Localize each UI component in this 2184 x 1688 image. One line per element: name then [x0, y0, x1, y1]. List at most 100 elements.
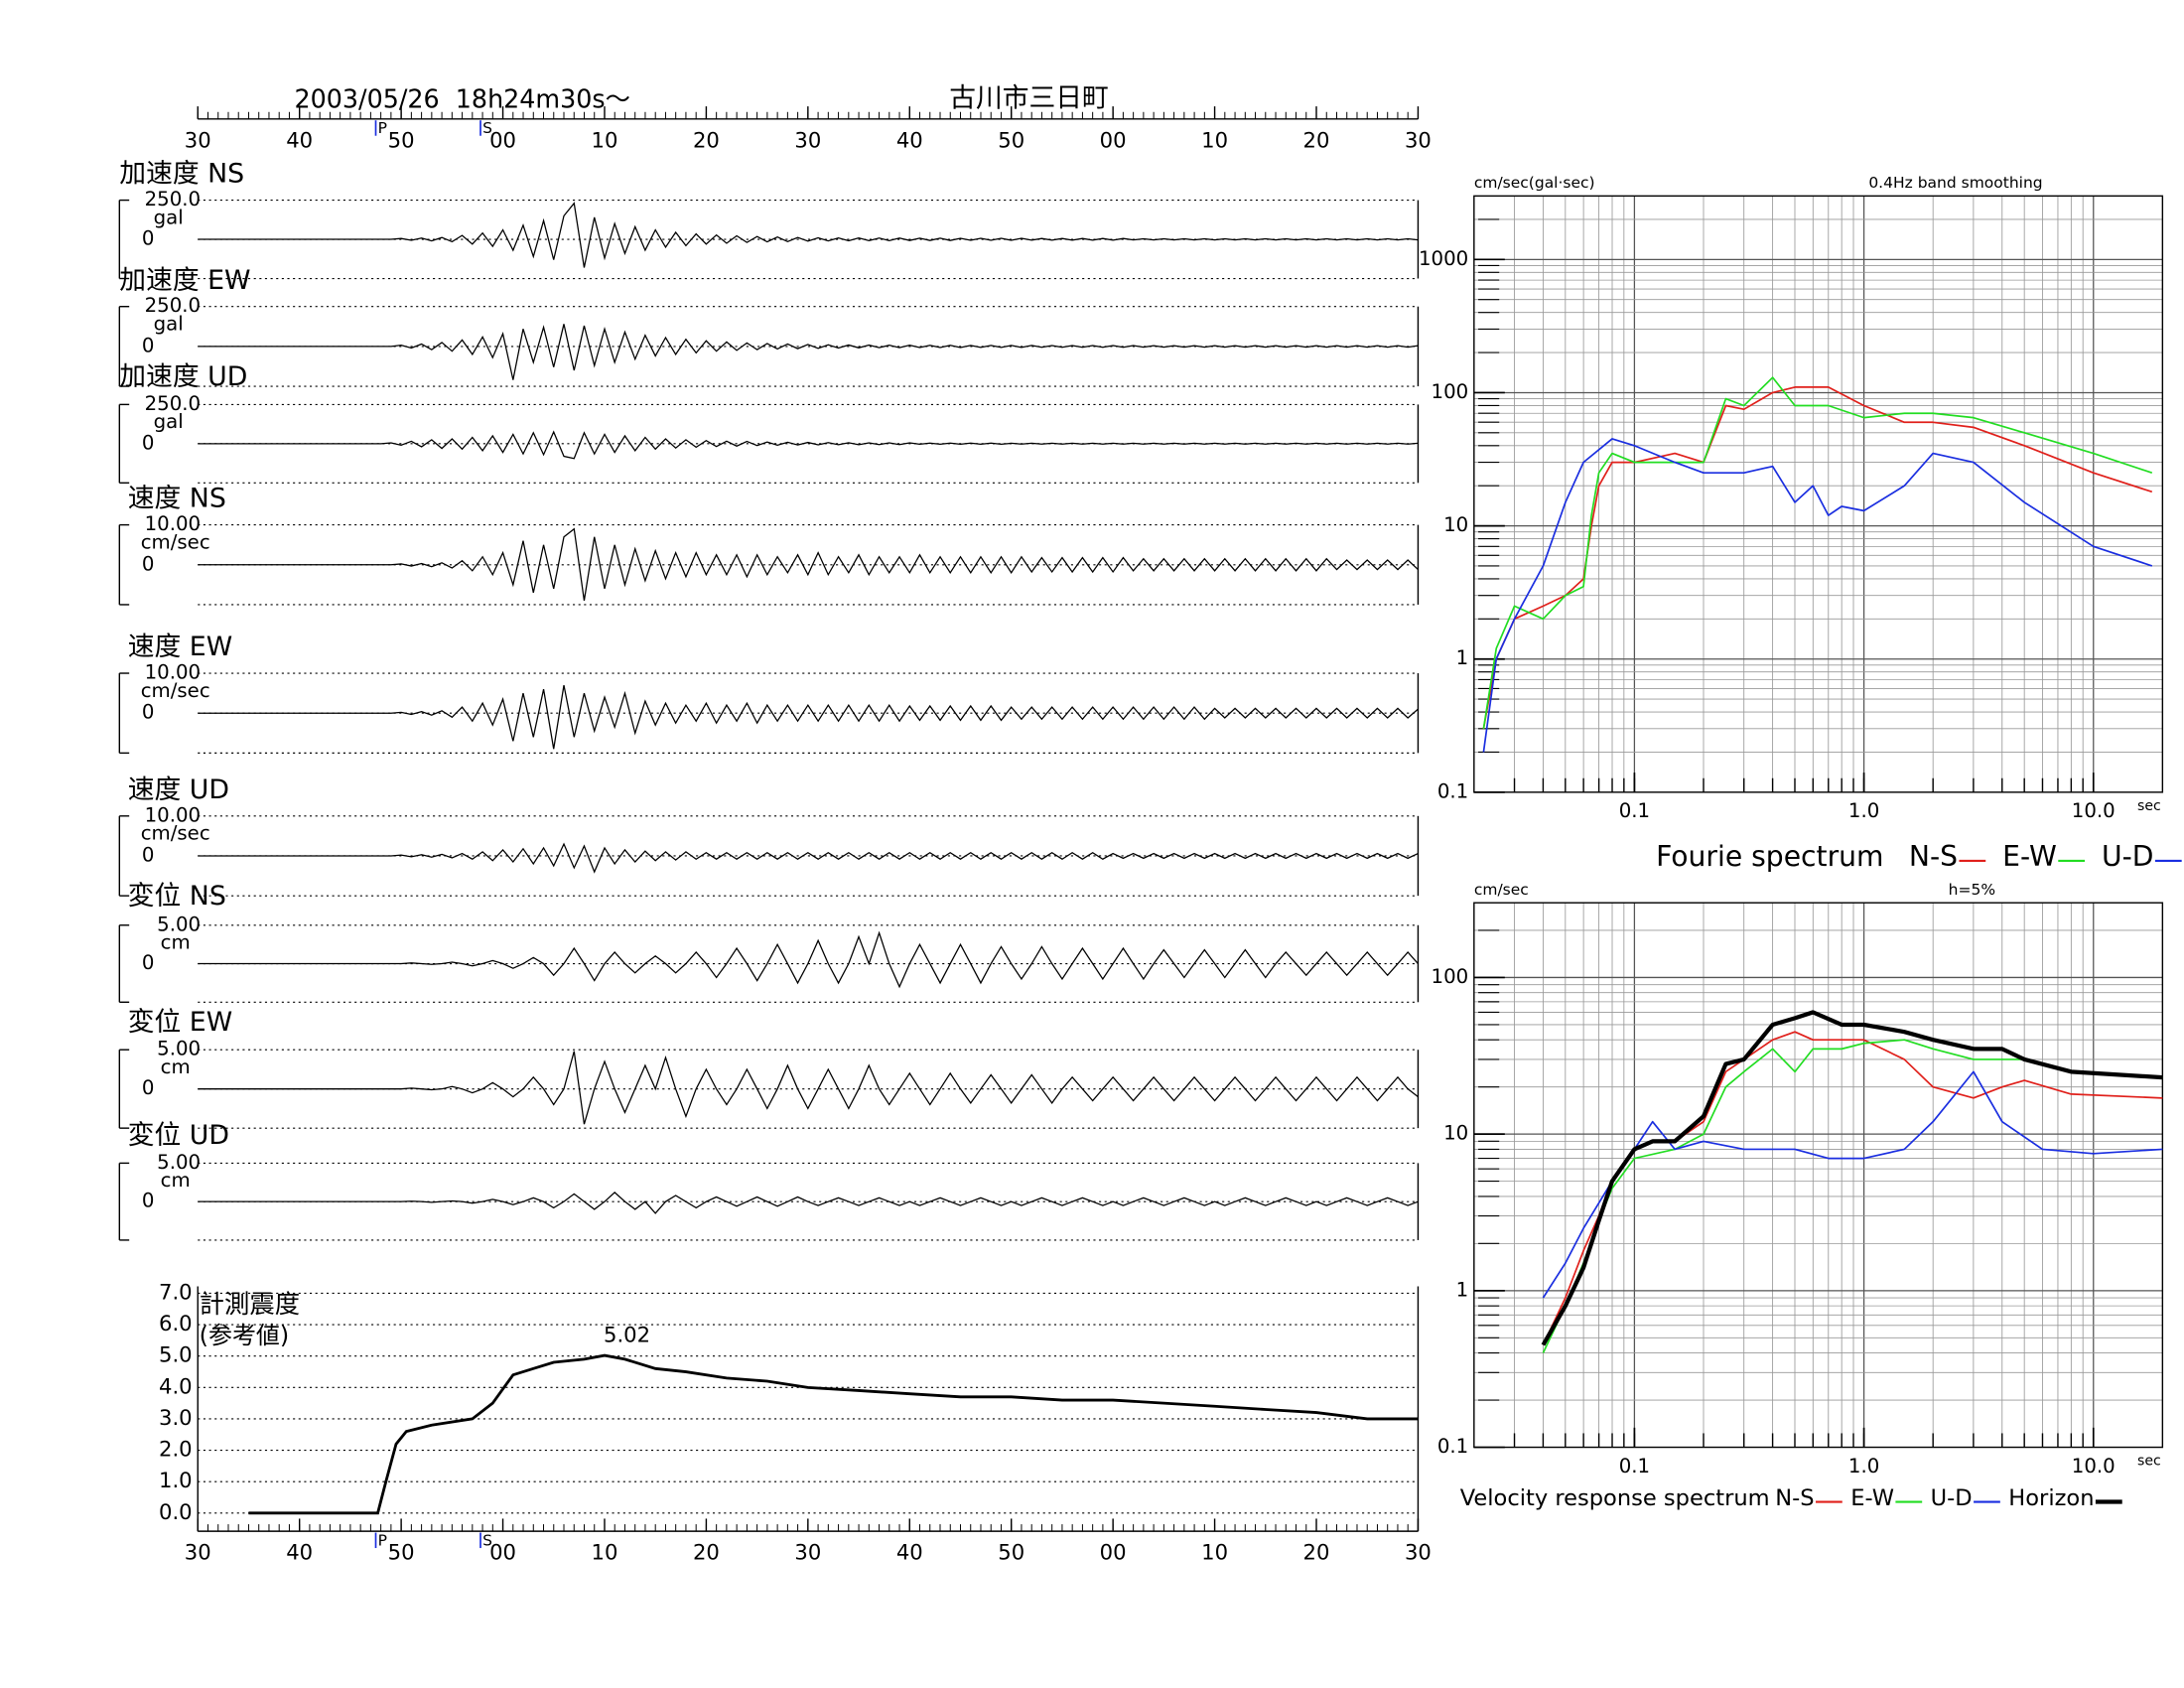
trace-title: 変位 NS — [128, 881, 226, 912]
legend-label: N-S — [1909, 840, 1958, 873]
plot-frame — [1473, 195, 2164, 793]
phase-label: P — [378, 1531, 387, 1549]
peak-label: 5.02 — [604, 1322, 650, 1346]
record-time: 2003/05/26 18h24m30s〜 — [295, 83, 630, 113]
station-name: 古川市三日町 — [949, 83, 1109, 114]
waveform — [198, 1051, 1419, 1125]
trace-title: 加速度 UD — [119, 361, 247, 392]
y-tick-label: 0.1 — [1437, 779, 1468, 802]
y-tick-label: 5.0 — [159, 1342, 193, 1367]
y-tick-label: 5.00 — [157, 913, 201, 935]
y-tick-label: 250.0 — [145, 294, 201, 317]
y-tick-label: 2.0 — [159, 1437, 193, 1462]
y-unit-label: cm/sec — [1474, 881, 1529, 899]
trace-title: 速度 UD — [128, 774, 229, 805]
waveform — [198, 430, 1419, 460]
x-tick-label: 10.0 — [2072, 1455, 2116, 1477]
y-tick-label: 0 — [142, 843, 155, 866]
y-tick-label: 4.0 — [159, 1373, 193, 1398]
trace-title: 加速度 NS — [119, 159, 244, 190]
spectrum-line — [1482, 438, 2153, 753]
time-tick-label: 00 — [1100, 1540, 1127, 1565]
y-tick-label: 1 — [1456, 1278, 1469, 1301]
x-tick-label: 10.0 — [2072, 799, 2116, 822]
unit-label: gal — [154, 410, 184, 433]
y-tick-label: 0.1 — [1437, 1435, 1468, 1458]
y-tick-label: 0.0 — [159, 1499, 193, 1524]
plot-frame — [1473, 902, 2164, 1449]
x-tick-label: 0.1 — [1619, 1455, 1650, 1477]
phase-label: S — [482, 119, 492, 137]
time-tick-label: 30 — [185, 1540, 211, 1565]
time-tick-label: 10 — [1201, 127, 1228, 152]
spectrum-line — [1482, 386, 2153, 729]
legend-label: E-W — [2002, 840, 2057, 873]
legend-title: Velocity response spectrum — [1460, 1485, 1770, 1511]
time-tick-label: 30 — [1405, 1540, 1432, 1565]
intensity-line — [248, 1353, 1419, 1515]
unit-label: cm/sec — [141, 679, 210, 702]
y-unit-label: cm/sec(gal·sec) — [1474, 174, 1595, 192]
time-tick-label: 10 — [592, 1540, 618, 1565]
y-tick-label: 5.00 — [157, 1151, 201, 1174]
y-tick-label: 10 — [1443, 513, 1468, 536]
legend-title: Fourie spectrum — [1656, 840, 1883, 873]
panel-note: h=5% — [1949, 881, 1995, 899]
y-tick-label: 7.0 — [159, 1279, 193, 1304]
y-tick-label: 0 — [142, 431, 155, 454]
phase-label: S — [482, 1531, 492, 1549]
x-tick-label: 1.0 — [1848, 799, 1879, 822]
time-tick-label: 10 — [1201, 1540, 1228, 1565]
y-tick-label: 0 — [142, 1076, 155, 1099]
y-tick-label: 0 — [142, 951, 155, 974]
y-tick-label: 10 — [1443, 1122, 1468, 1145]
trace-title: 速度 NS — [128, 484, 226, 514]
unit-label: cm/sec — [141, 822, 210, 845]
y-tick-label: 0 — [142, 334, 155, 356]
intensity-subtitle: (参考値) — [200, 1322, 290, 1349]
time-tick-label: 20 — [1303, 1540, 1330, 1565]
time-tick-label: 10 — [592, 127, 618, 152]
y-tick-label: 10.00 — [145, 803, 201, 826]
time-tick-label: 20 — [693, 1540, 720, 1565]
y-tick-label: 100 — [1432, 965, 1469, 988]
waveform — [198, 685, 1419, 750]
time-tick-label: 50 — [388, 1540, 415, 1565]
y-tick-label: 10.00 — [145, 512, 201, 535]
y-tick-label: 6.0 — [159, 1311, 193, 1336]
intensity-title: 計測震度 — [200, 1289, 300, 1319]
time-tick-label: 00 — [489, 127, 516, 152]
y-tick-label: 100 — [1432, 380, 1469, 403]
y-tick-label: 0 — [142, 227, 155, 250]
legend-label: N-S — [1775, 1485, 1814, 1511]
time-tick-label: 40 — [286, 127, 313, 152]
waveform — [198, 202, 1419, 268]
y-tick-label: 5.00 — [157, 1038, 201, 1060]
time-tick-label: 50 — [998, 127, 1024, 152]
legend-label: E-W — [1850, 1485, 1894, 1511]
y-tick-label: 1 — [1456, 646, 1469, 669]
legend-label: Horizon — [2008, 1485, 2094, 1511]
trace-title: 速度 EW — [128, 632, 232, 662]
x-unit-label: sec — [2137, 798, 2161, 814]
x-tick-label: 1.0 — [1848, 1455, 1879, 1477]
time-tick-label: 00 — [489, 1540, 516, 1565]
spectrum-line — [1482, 376, 2153, 729]
time-tick-label: 00 — [1100, 127, 1127, 152]
y-tick-label: 250.0 — [145, 188, 201, 211]
time-tick-label: 50 — [388, 127, 415, 152]
y-tick-label: 0 — [142, 552, 155, 575]
waveform — [198, 842, 1419, 874]
unit-label: cm — [161, 931, 191, 954]
y-tick-label: 1.0 — [159, 1468, 193, 1492]
trace-title: 変位 EW — [128, 1007, 232, 1038]
time-tick-label: 30 — [1405, 127, 1432, 152]
unit-label: gal — [154, 206, 184, 228]
phase-label: P — [378, 119, 387, 137]
y-tick-label: 3.0 — [159, 1405, 193, 1430]
x-unit-label: sec — [2137, 1454, 2161, 1470]
time-tick-label: 40 — [896, 127, 923, 152]
waveform — [198, 1191, 1419, 1214]
